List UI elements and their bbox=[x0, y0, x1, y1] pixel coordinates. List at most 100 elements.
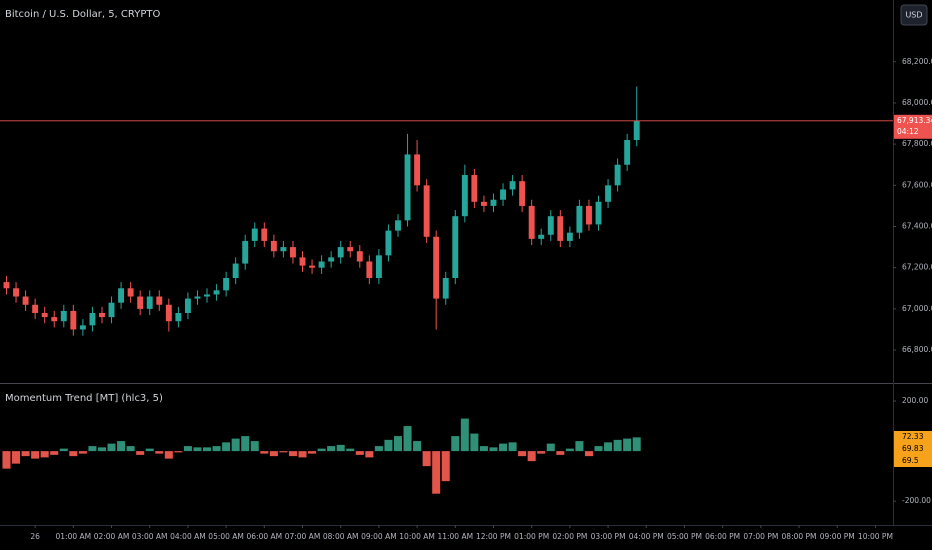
y-tick-label: 66,800.00 bbox=[902, 345, 932, 354]
histogram-bar bbox=[260, 451, 269, 454]
indicator-title: Momentum Trend [MT] (hlc3, 5) bbox=[5, 393, 163, 404]
candle-body bbox=[108, 302, 115, 318]
histogram-bar bbox=[556, 451, 565, 455]
candle-body bbox=[232, 263, 239, 278]
histogram-bar bbox=[604, 442, 613, 452]
x-tick-label: 04:00 AM bbox=[170, 532, 206, 541]
x-tick-label: 06:00 PM bbox=[705, 532, 740, 541]
candle-body bbox=[13, 288, 20, 297]
candle-body bbox=[442, 277, 449, 299]
y-tick-label: 67,600.00 bbox=[902, 180, 932, 189]
candle-body bbox=[557, 216, 564, 241]
candle-body bbox=[137, 296, 144, 309]
histogram-bar bbox=[393, 436, 403, 452]
histogram-bar bbox=[422, 451, 431, 467]
candle-body bbox=[404, 154, 411, 221]
y-tick-label: 68,200.00 bbox=[902, 57, 932, 66]
candle-body bbox=[452, 216, 459, 278]
histogram-bar bbox=[298, 451, 307, 458]
histogram-bar bbox=[355, 451, 364, 455]
candle-body bbox=[3, 282, 10, 289]
histogram-bar bbox=[508, 442, 517, 452]
histogram-bar bbox=[374, 446, 383, 452]
histogram-bar bbox=[613, 439, 622, 452]
x-tick-label: 10:00 PM bbox=[858, 532, 893, 541]
histogram-bar bbox=[212, 446, 221, 452]
x-tick-label: 03:00 PM bbox=[591, 532, 626, 541]
candle-body bbox=[356, 251, 363, 262]
candle-body bbox=[547, 216, 554, 235]
y-tick-label: 67,000.00 bbox=[902, 304, 932, 313]
candle-body bbox=[32, 304, 39, 313]
x-tick-label: 03:00 AM bbox=[132, 532, 168, 541]
histogram-bar bbox=[470, 433, 479, 452]
candle-body bbox=[614, 164, 621, 186]
candle-body bbox=[318, 261, 325, 268]
histogram-bar bbox=[403, 426, 412, 452]
histogram-bar bbox=[222, 442, 231, 452]
x-tick-label: 12:00 PM bbox=[476, 532, 511, 541]
candle-body bbox=[337, 247, 344, 258]
candle-body bbox=[414, 154, 421, 186]
histogram-bar bbox=[40, 451, 49, 458]
candle-body bbox=[595, 201, 602, 225]
histogram-bar bbox=[308, 451, 317, 454]
candle-body bbox=[566, 232, 573, 241]
histogram-bar bbox=[584, 451, 593, 457]
candle-body bbox=[156, 296, 163, 305]
histogram-bar bbox=[126, 446, 135, 452]
histogram-bar bbox=[69, 451, 78, 457]
histogram-bar bbox=[136, 451, 145, 455]
candle-body bbox=[538, 234, 545, 239]
x-tick-label: 09:00 AM bbox=[361, 532, 397, 541]
candle-body bbox=[127, 288, 134, 297]
histogram-bar bbox=[12, 451, 21, 464]
value-label: 72.33 bbox=[902, 432, 924, 441]
candle-body bbox=[299, 257, 306, 266]
candle-body bbox=[41, 312, 48, 318]
y-tick-label: 67,400.00 bbox=[902, 222, 932, 231]
histogram-bar bbox=[117, 441, 126, 452]
x-tick-label: 01:00 AM bbox=[56, 532, 92, 541]
histogram-bar bbox=[346, 448, 355, 452]
x-tick-label: 07:00 PM bbox=[743, 532, 778, 541]
y-tick-label: 67,800.00 bbox=[902, 139, 932, 148]
x-tick-label: 08:00 AM bbox=[323, 532, 359, 541]
candle-body bbox=[270, 240, 277, 252]
histogram-bar bbox=[174, 451, 183, 453]
y-tick-label: 67,200.00 bbox=[902, 263, 932, 272]
candle-body bbox=[433, 236, 440, 299]
chart-title: Bitcoin / U.S. Dollar, 5, CRYPTO bbox=[5, 9, 160, 20]
histogram-bar bbox=[489, 447, 498, 452]
histogram-bar bbox=[365, 451, 374, 458]
candle-body bbox=[70, 310, 77, 330]
candle-body bbox=[223, 277, 230, 291]
x-tick-label: 10:00 AM bbox=[399, 532, 435, 541]
histogram-bar bbox=[575, 441, 584, 452]
candle-body bbox=[385, 230, 392, 256]
histogram-bar bbox=[241, 436, 250, 452]
candle-body bbox=[366, 261, 373, 278]
x-tick-label: 08:00 PM bbox=[782, 532, 817, 541]
candle-body bbox=[586, 205, 592, 225]
histogram-bar bbox=[546, 443, 555, 452]
value-label-box bbox=[894, 431, 932, 443]
candle-body bbox=[624, 140, 631, 165]
histogram-bar bbox=[623, 438, 632, 452]
histogram-bar bbox=[537, 451, 546, 454]
candle-body bbox=[309, 265, 316, 268]
candle-body bbox=[165, 304, 172, 322]
currency-button[interactable] bbox=[900, 4, 928, 26]
histogram-bar bbox=[269, 451, 278, 457]
candle-body bbox=[423, 185, 430, 237]
y-tick-label: -200.00 bbox=[902, 496, 931, 505]
candle-body bbox=[471, 175, 478, 202]
candle-body bbox=[500, 189, 506, 200]
histogram-bar bbox=[59, 448, 68, 452]
value-label: 69.5 bbox=[902, 456, 919, 465]
histogram-bar bbox=[183, 446, 192, 452]
candle-body bbox=[118, 288, 125, 303]
x-tick-label: 06:00 AM bbox=[247, 532, 283, 541]
countdown: 04:12 bbox=[897, 127, 919, 136]
